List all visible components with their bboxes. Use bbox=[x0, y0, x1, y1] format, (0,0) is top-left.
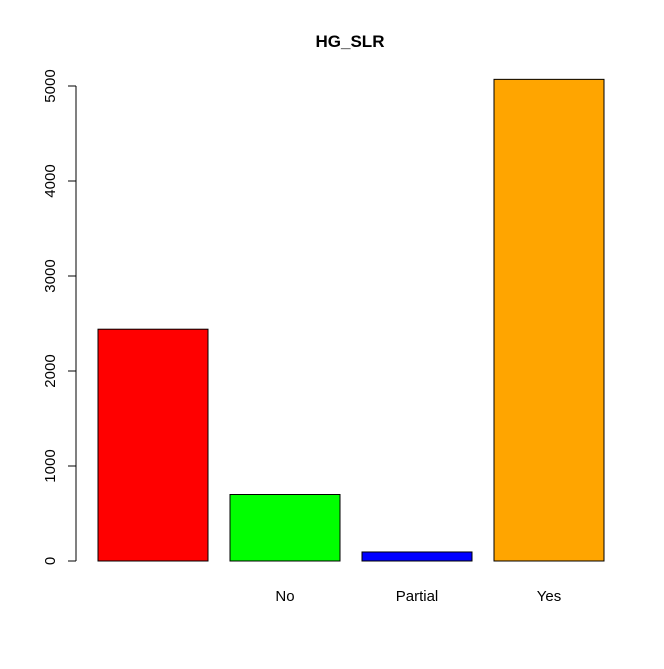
bar bbox=[97, 328, 209, 562]
y-tick-label: 3000 bbox=[42, 259, 59, 292]
x-tick-label: No bbox=[275, 588, 294, 605]
chart-title: HG_SLR bbox=[316, 32, 385, 51]
y-tick-label: 4000 bbox=[42, 164, 59, 197]
y-tick-label: 5000 bbox=[42, 69, 59, 102]
y-tick-label: 2000 bbox=[42, 354, 59, 387]
x-tick-label: Yes bbox=[537, 588, 561, 605]
bar bbox=[229, 494, 341, 562]
x-axis-labels: No Partial Yes bbox=[275, 588, 561, 605]
x-tick-label: Partial bbox=[396, 588, 439, 605]
y-tick-label: 1000 bbox=[42, 449, 59, 482]
bar bbox=[361, 551, 473, 562]
y-axis: 0 1000 2000 3000 4000 5000 bbox=[42, 69, 77, 565]
bar bbox=[493, 78, 605, 562]
y-tick-label: 0 bbox=[42, 557, 59, 565]
bars bbox=[97, 78, 605, 562]
